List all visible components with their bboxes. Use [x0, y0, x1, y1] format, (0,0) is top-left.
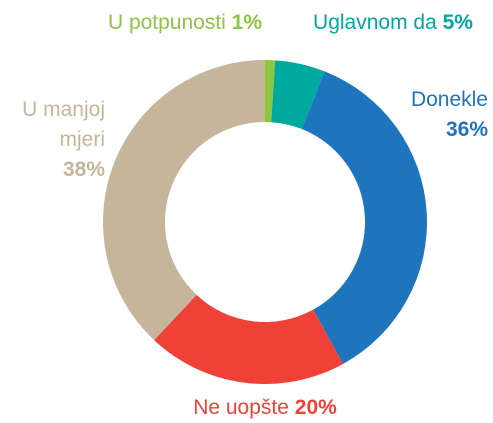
value-label: 38% [62, 158, 105, 181]
segment-label: U manjoj mjeri 38% [5, 95, 105, 185]
donut-segment [154, 294, 344, 384]
category-name: Ne uopšte [193, 396, 289, 419]
segment-label: Uglavnom da 5% [295, 8, 491, 38]
donut-segment [271, 60, 325, 130]
donut-segment [265, 60, 276, 123]
category-name: U potpunosti [107, 11, 226, 34]
segment-label: U potpunosti 1% [85, 8, 285, 38]
value-label: 36% [445, 118, 488, 141]
segment-label: Ne uopšte 20% [140, 393, 390, 423]
category-name: Donekle [410, 88, 488, 111]
segment-label: Donekle 36% [370, 85, 488, 145]
category-name: Uglavnom da [313, 11, 437, 34]
value-label: 5% [442, 11, 473, 34]
category-name: U manjoj mjeri [22, 98, 105, 151]
donut-segment [301, 71, 427, 364]
value-label: 1% [231, 11, 263, 34]
donut-segment [103, 60, 265, 341]
value-label: 20% [294, 396, 337, 419]
